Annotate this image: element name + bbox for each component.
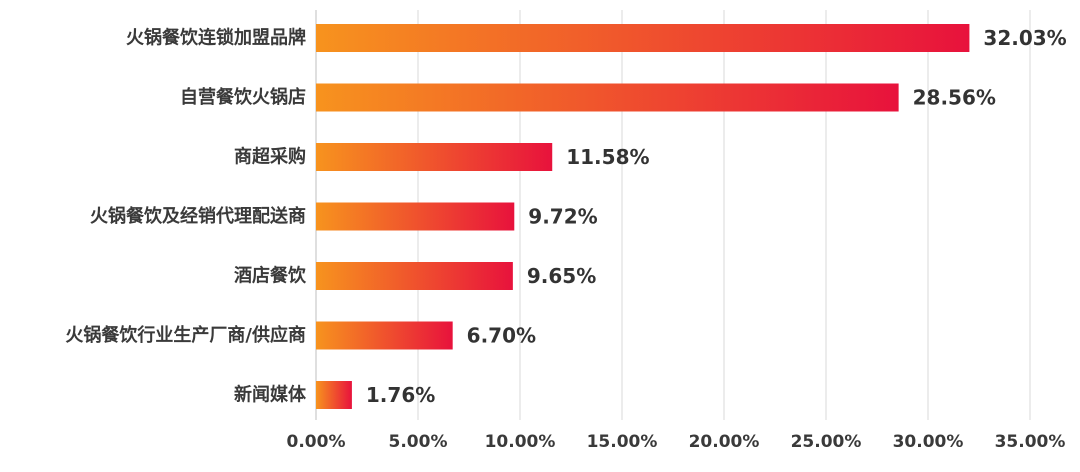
bar-3 (316, 202, 515, 231)
bar-1 (316, 83, 899, 112)
x-axis-tick-labels: 0.00% 5.00% 10.00% 15.00% 20.00% 25.00% 30.00%… (287, 432, 1066, 452)
bar-4 (316, 262, 513, 290)
x-tick-label-2: 10.00% (485, 432, 556, 452)
category-labels: 火锅餐饮连锁加盟品牌自营餐饮火锅店商超采购火锅餐饮及经销代理配送商酒店餐饮火锅餐… (65, 27, 307, 406)
category-label-0: 火锅餐饮连锁加盟品牌 (126, 27, 306, 49)
bars (316, 24, 970, 409)
bar-5 (316, 321, 453, 350)
category-label-1: 自营餐饮火锅店 (180, 86, 306, 108)
category-label-3: 火锅餐饮及经销代理配送商 (90, 205, 306, 227)
value-label-5: 6.70% (467, 324, 536, 348)
bar-6 (316, 381, 352, 409)
x-tick-label-0: 0.00% (287, 432, 346, 452)
value-label-4: 9.65% (527, 264, 596, 288)
category-label-2: 商超采购 (234, 146, 306, 168)
value-label-3: 9.72% (528, 205, 597, 229)
x-tick-label-5: 25.00% (791, 432, 862, 452)
x-tick-label-7: 35.00% (995, 432, 1066, 452)
x-tick-label-3: 15.00% (587, 432, 658, 452)
value-label-0: 32.03% (983, 26, 1066, 50)
x-tick-label-4: 20.00% (689, 432, 760, 452)
value-label-2: 11.58% (566, 145, 649, 169)
value-label-6: 1.76% (366, 383, 435, 407)
grid-lines (315, 10, 1031, 420)
value-label-1: 28.56% (913, 86, 996, 110)
category-label-5: 火锅餐饮行业生产厂商/供应商 (65, 324, 306, 346)
category-label-6: 新闻媒体 (234, 384, 307, 406)
bar-0 (316, 24, 970, 52)
x-tick-label-6: 30.00% (893, 432, 964, 452)
value-labels: 32.03% 28.56% 11.58% 9.72% 9.65% 6.70% 1.76% (366, 26, 1067, 407)
category-label-4: 酒店餐饮 (234, 265, 307, 287)
x-tick-label-1: 5.00% (389, 432, 448, 452)
bar-2 (316, 143, 553, 171)
